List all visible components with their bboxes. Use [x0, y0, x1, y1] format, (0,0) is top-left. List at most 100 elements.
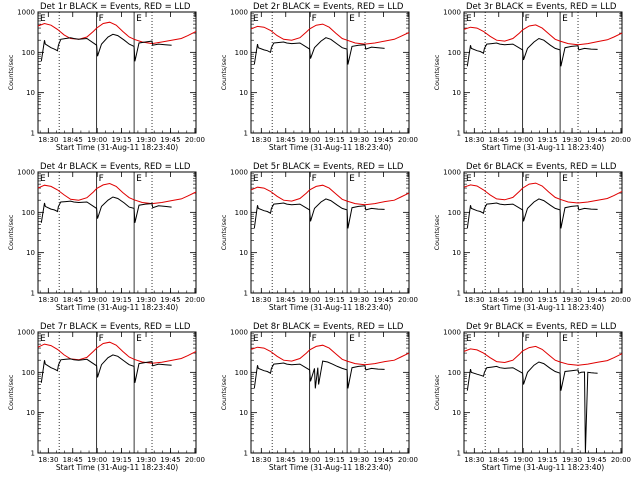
interval-flag: E — [253, 334, 259, 344]
y-tick-label: 1000 — [230, 329, 248, 337]
lld-series-line — [463, 182, 623, 204]
x-tick-label: 19:15 — [112, 136, 132, 144]
interval-flag: E — [136, 14, 142, 24]
chart-title: Det 8r BLACK = Events, RED = LLD — [253, 322, 404, 332]
x-tick-label: 20:00 — [611, 136, 631, 144]
interval-flag: F — [312, 334, 317, 344]
x-tick-label: 20:00 — [185, 136, 205, 144]
y-tick-label: 1000 — [443, 9, 461, 17]
x-tick-label: 19:15 — [538, 296, 558, 304]
x-tick-label: 19:15 — [325, 296, 345, 304]
y-tick-label: 1000 — [443, 169, 461, 177]
x-axis-label: Start Time (31-Aug-11 18:23:40) — [269, 463, 391, 472]
x-tick-label: 19:15 — [538, 456, 558, 464]
x-tick-label: 18:30 — [464, 296, 484, 304]
x-tick-label: 18:45 — [276, 136, 296, 144]
interval-flag: F — [525, 334, 530, 344]
y-tick-label: 1 — [457, 450, 461, 458]
y-tick-label: 1 — [244, 290, 248, 298]
x-tick-label: 19:15 — [325, 136, 345, 144]
lld-series-line — [250, 23, 410, 45]
x-tick-label: 18:30 — [464, 456, 484, 464]
y-tick-label: 100 — [235, 209, 248, 217]
y-axis-label: Counts/sec — [7, 54, 15, 90]
interval-flag: E — [349, 334, 355, 344]
chart-title: Det 2r BLACK = Events, RED = LLD — [253, 2, 404, 12]
y-tick-label: 100 — [22, 209, 35, 217]
interval-flag: F — [312, 174, 317, 184]
lld-series-line — [250, 184, 410, 206]
interval-flag: F — [99, 174, 104, 184]
events-series-line — [40, 33, 172, 62]
x-tick-label: 19:00 — [87, 136, 107, 144]
plot-frame — [463, 331, 623, 454]
x-tick-label: 20:00 — [398, 296, 418, 304]
y-axis-label: Counts/sec — [7, 374, 15, 410]
y-tick-label: 10 — [26, 409, 35, 417]
chart-panel-2: Det 2r BLACK = Events, RED = LLD Counts/s… — [220, 2, 418, 152]
y-axis-label: Counts/sec — [7, 214, 15, 250]
x-tick-label: 18:45 — [489, 456, 509, 464]
x-tick-label: 18:30 — [251, 296, 271, 304]
x-tick-label: 20:00 — [185, 456, 205, 464]
y-tick-label: 1 — [244, 450, 248, 458]
x-axis-label: Start Time (31-Aug-11 18:23:40) — [482, 463, 604, 472]
y-axis-label: Counts/sec — [433, 214, 441, 250]
events-series-line — [253, 360, 385, 389]
x-tick-label: 19:45 — [160, 136, 180, 144]
plot-frame — [250, 171, 410, 294]
plot-frame — [37, 171, 197, 294]
chart-title: Det 6r BLACK = Events, RED = LLD — [466, 162, 617, 172]
y-tick-label: 1000 — [230, 9, 248, 17]
events-series-line — [40, 354, 172, 383]
interval-flag: E — [349, 14, 355, 24]
y-tick-label: 100 — [235, 49, 248, 57]
x-tick-label: 19:30 — [349, 136, 369, 144]
y-tick-label: 100 — [448, 209, 461, 217]
x-tick-label: 19:30 — [136, 456, 156, 464]
x-axis-label: Start Time (31-Aug-11 18:23:40) — [56, 463, 178, 472]
y-tick-label: 10 — [239, 89, 248, 97]
events-series-line — [466, 37, 598, 67]
y-tick-label: 1000 — [230, 169, 248, 177]
chart-title: Det 4r BLACK = Events, RED = LLD — [40, 162, 191, 172]
interval-flag: E — [466, 174, 472, 184]
x-tick-label: 19:30 — [136, 136, 156, 144]
x-tick-label: 19:00 — [300, 296, 320, 304]
y-axis-label: Counts/sec — [220, 374, 228, 410]
interval-flag: F — [99, 14, 104, 24]
x-axis-label: Start Time (31-Aug-11 18:23:40) — [56, 143, 178, 152]
x-tick-label: 20:00 — [611, 296, 631, 304]
y-tick-label: 10 — [239, 409, 248, 417]
events-series-line — [253, 198, 385, 229]
y-tick-label: 1 — [31, 130, 35, 138]
interval-flag: F — [99, 334, 104, 344]
y-tick-label: 10 — [452, 89, 461, 97]
x-tick-label: 19:30 — [136, 296, 156, 304]
y-tick-label: 100 — [22, 49, 35, 57]
interval-flag: E — [562, 174, 568, 184]
x-tick-label: 18:45 — [489, 136, 509, 144]
x-tick-label: 19:45 — [586, 456, 606, 464]
x-tick-label: 18:45 — [489, 296, 509, 304]
y-tick-label: 10 — [26, 89, 35, 97]
y-tick-label: 100 — [448, 49, 461, 57]
interval-flag: E — [40, 14, 46, 24]
events-series-line — [253, 37, 385, 65]
interval-flag: E — [562, 334, 568, 344]
chart-title: Det 3r BLACK = Events, RED = LLD — [466, 2, 617, 12]
x-tick-label: 18:30 — [251, 456, 271, 464]
x-tick-label: 18:45 — [63, 296, 83, 304]
x-tick-label: 18:30 — [251, 136, 271, 144]
lld-series-line — [37, 21, 197, 45]
x-tick-label: 19:30 — [562, 296, 582, 304]
x-tick-label: 18:45 — [276, 456, 296, 464]
chart-panel-9: Det 9r BLACK = Events, RED = LLD Counts/s… — [433, 322, 631, 472]
x-tick-label: 19:15 — [325, 456, 345, 464]
y-axis-label: Counts/sec — [433, 54, 441, 90]
y-tick-label: 10 — [452, 249, 461, 257]
events-series-line — [40, 196, 172, 223]
chart-panel-1: Det 1r BLACK = Events, RED = LLD Counts/s… — [7, 2, 205, 152]
x-tick-label: 19:45 — [160, 456, 180, 464]
interval-flag: E — [562, 14, 568, 24]
